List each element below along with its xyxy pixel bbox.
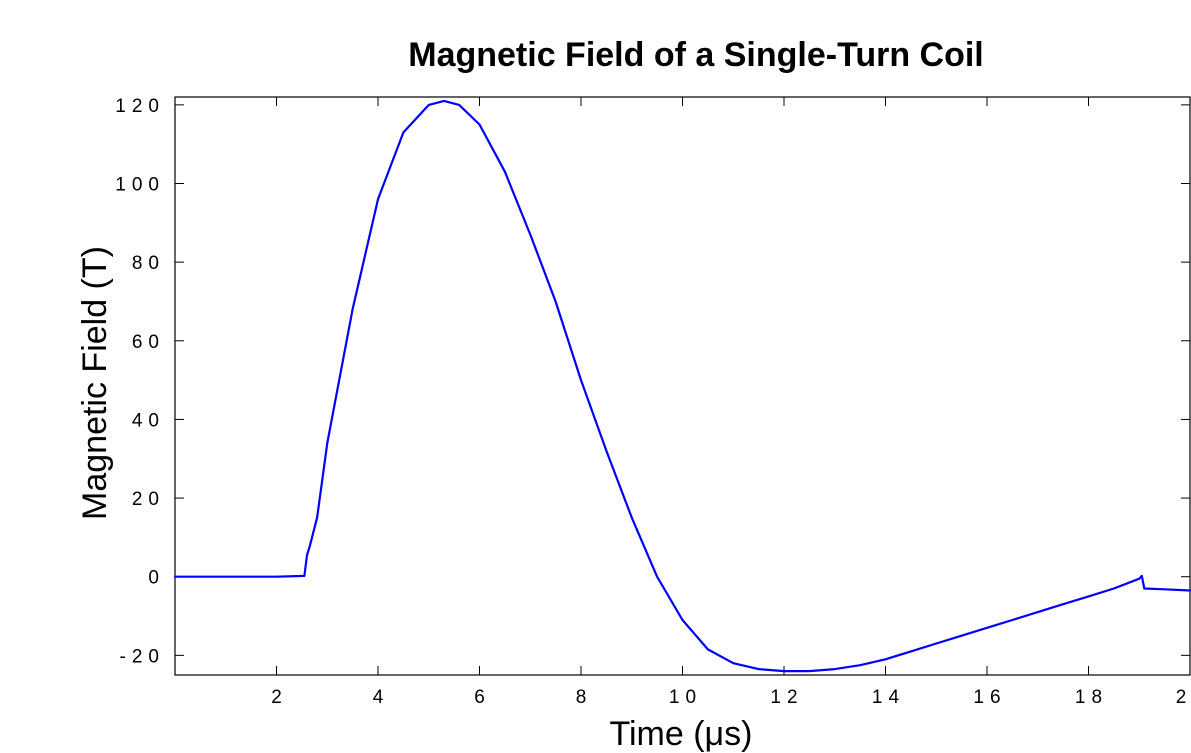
x-ticks: 2 4 6 8 10 12 14 16 18 2: [271, 97, 1191, 708]
x-tick-label: 14: [872, 687, 905, 708]
y-tick-label: 60: [132, 332, 165, 353]
y-axis-label: Magnetic Field (T): [76, 246, 114, 520]
x-tick-label: 4: [373, 687, 390, 708]
x-tick-label: 2: [271, 687, 288, 708]
y-tick-label: 100: [115, 175, 165, 196]
x-tick-label: 10: [669, 687, 702, 708]
x-tick-label: 8: [576, 687, 593, 708]
x-tick-label: 18: [1075, 687, 1108, 708]
x-tick-label: 16: [973, 687, 1006, 708]
y-tick-label: 40: [132, 410, 165, 431]
x-tick-label: 2: [1176, 687, 1191, 708]
y-tick-label: -20: [120, 646, 165, 667]
x-axis-label: Time (μs): [610, 715, 753, 753]
x-tick-label: 12: [770, 687, 803, 708]
series-layer: [173, 99, 1191, 673]
x-tick-label: 6: [474, 687, 491, 708]
y-tick-label: 0: [148, 568, 165, 589]
series-line: [173, 99, 1191, 673]
y-tick-label: 80: [132, 253, 165, 274]
y-ticks: -20 0 20 40 60 80 100 120: [115, 96, 1190, 667]
chart-title: Magnetic Field of a Single-Turn Coil: [408, 36, 984, 74]
plot-frame: [174, 96, 1191, 676]
y-tick-label: 120: [115, 96, 165, 117]
y-tick-label: 20: [132, 489, 165, 510]
